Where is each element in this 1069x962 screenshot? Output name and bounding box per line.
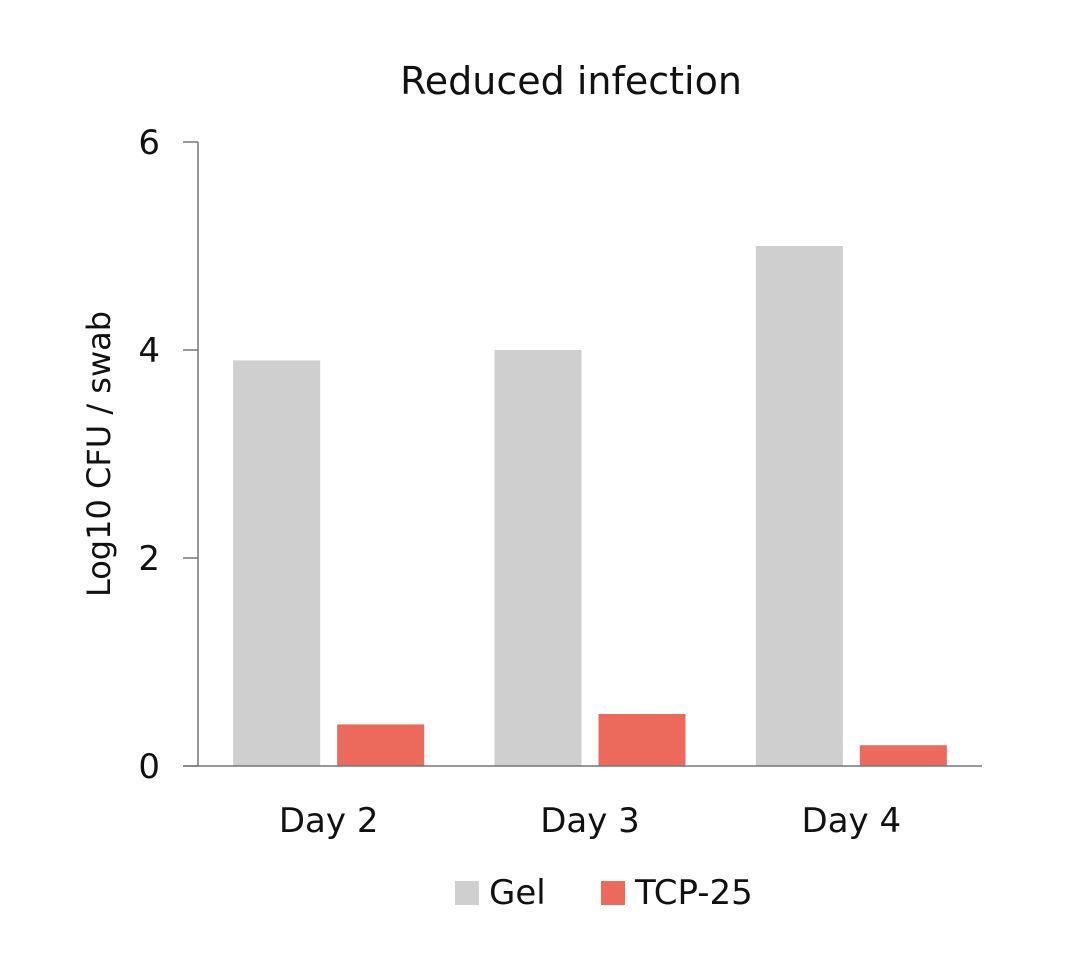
y-tick-label: 0 [138, 747, 160, 787]
x-tick-label: Day 3 [540, 801, 640, 841]
x-tick-label: Day 4 [802, 801, 902, 841]
legend: Gel TCP-25 [455, 873, 753, 913]
y-axis-ticks: 0 2 4 6 [138, 123, 198, 787]
bars-group [233, 246, 947, 766]
y-axis-label: Log10 CFU / swab [80, 311, 118, 597]
x-tick-label: Day 2 [279, 801, 379, 841]
bar-tcp-25-0 [337, 724, 425, 766]
x-axis-labels: Day 2 Day 3 Day 4 [279, 801, 901, 841]
bar-gel-2 [755, 246, 843, 766]
bar-tcp-25-2 [859, 745, 947, 766]
legend-label: Gel [489, 873, 546, 913]
chart-title: Reduced infection [400, 59, 742, 103]
y-tick-label: 4 [138, 331, 160, 371]
bar-tcp-25-1 [598, 714, 686, 766]
bar-gel-1 [494, 350, 582, 766]
legend-label: TCP-25 [634, 873, 753, 913]
y-tick-label: 6 [138, 123, 160, 163]
y-tick-label: 2 [138, 539, 160, 579]
bar-gel-0 [233, 360, 321, 766]
legend-swatch [601, 881, 625, 905]
legend-swatch [455, 881, 479, 905]
